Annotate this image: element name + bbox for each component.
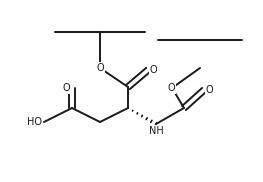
Text: O: O (206, 85, 214, 95)
Text: O: O (150, 65, 158, 75)
Text: NH: NH (149, 126, 163, 136)
Text: O: O (167, 83, 175, 93)
Text: HO: HO (27, 117, 42, 127)
Text: O: O (96, 63, 104, 73)
Text: O: O (62, 83, 70, 93)
